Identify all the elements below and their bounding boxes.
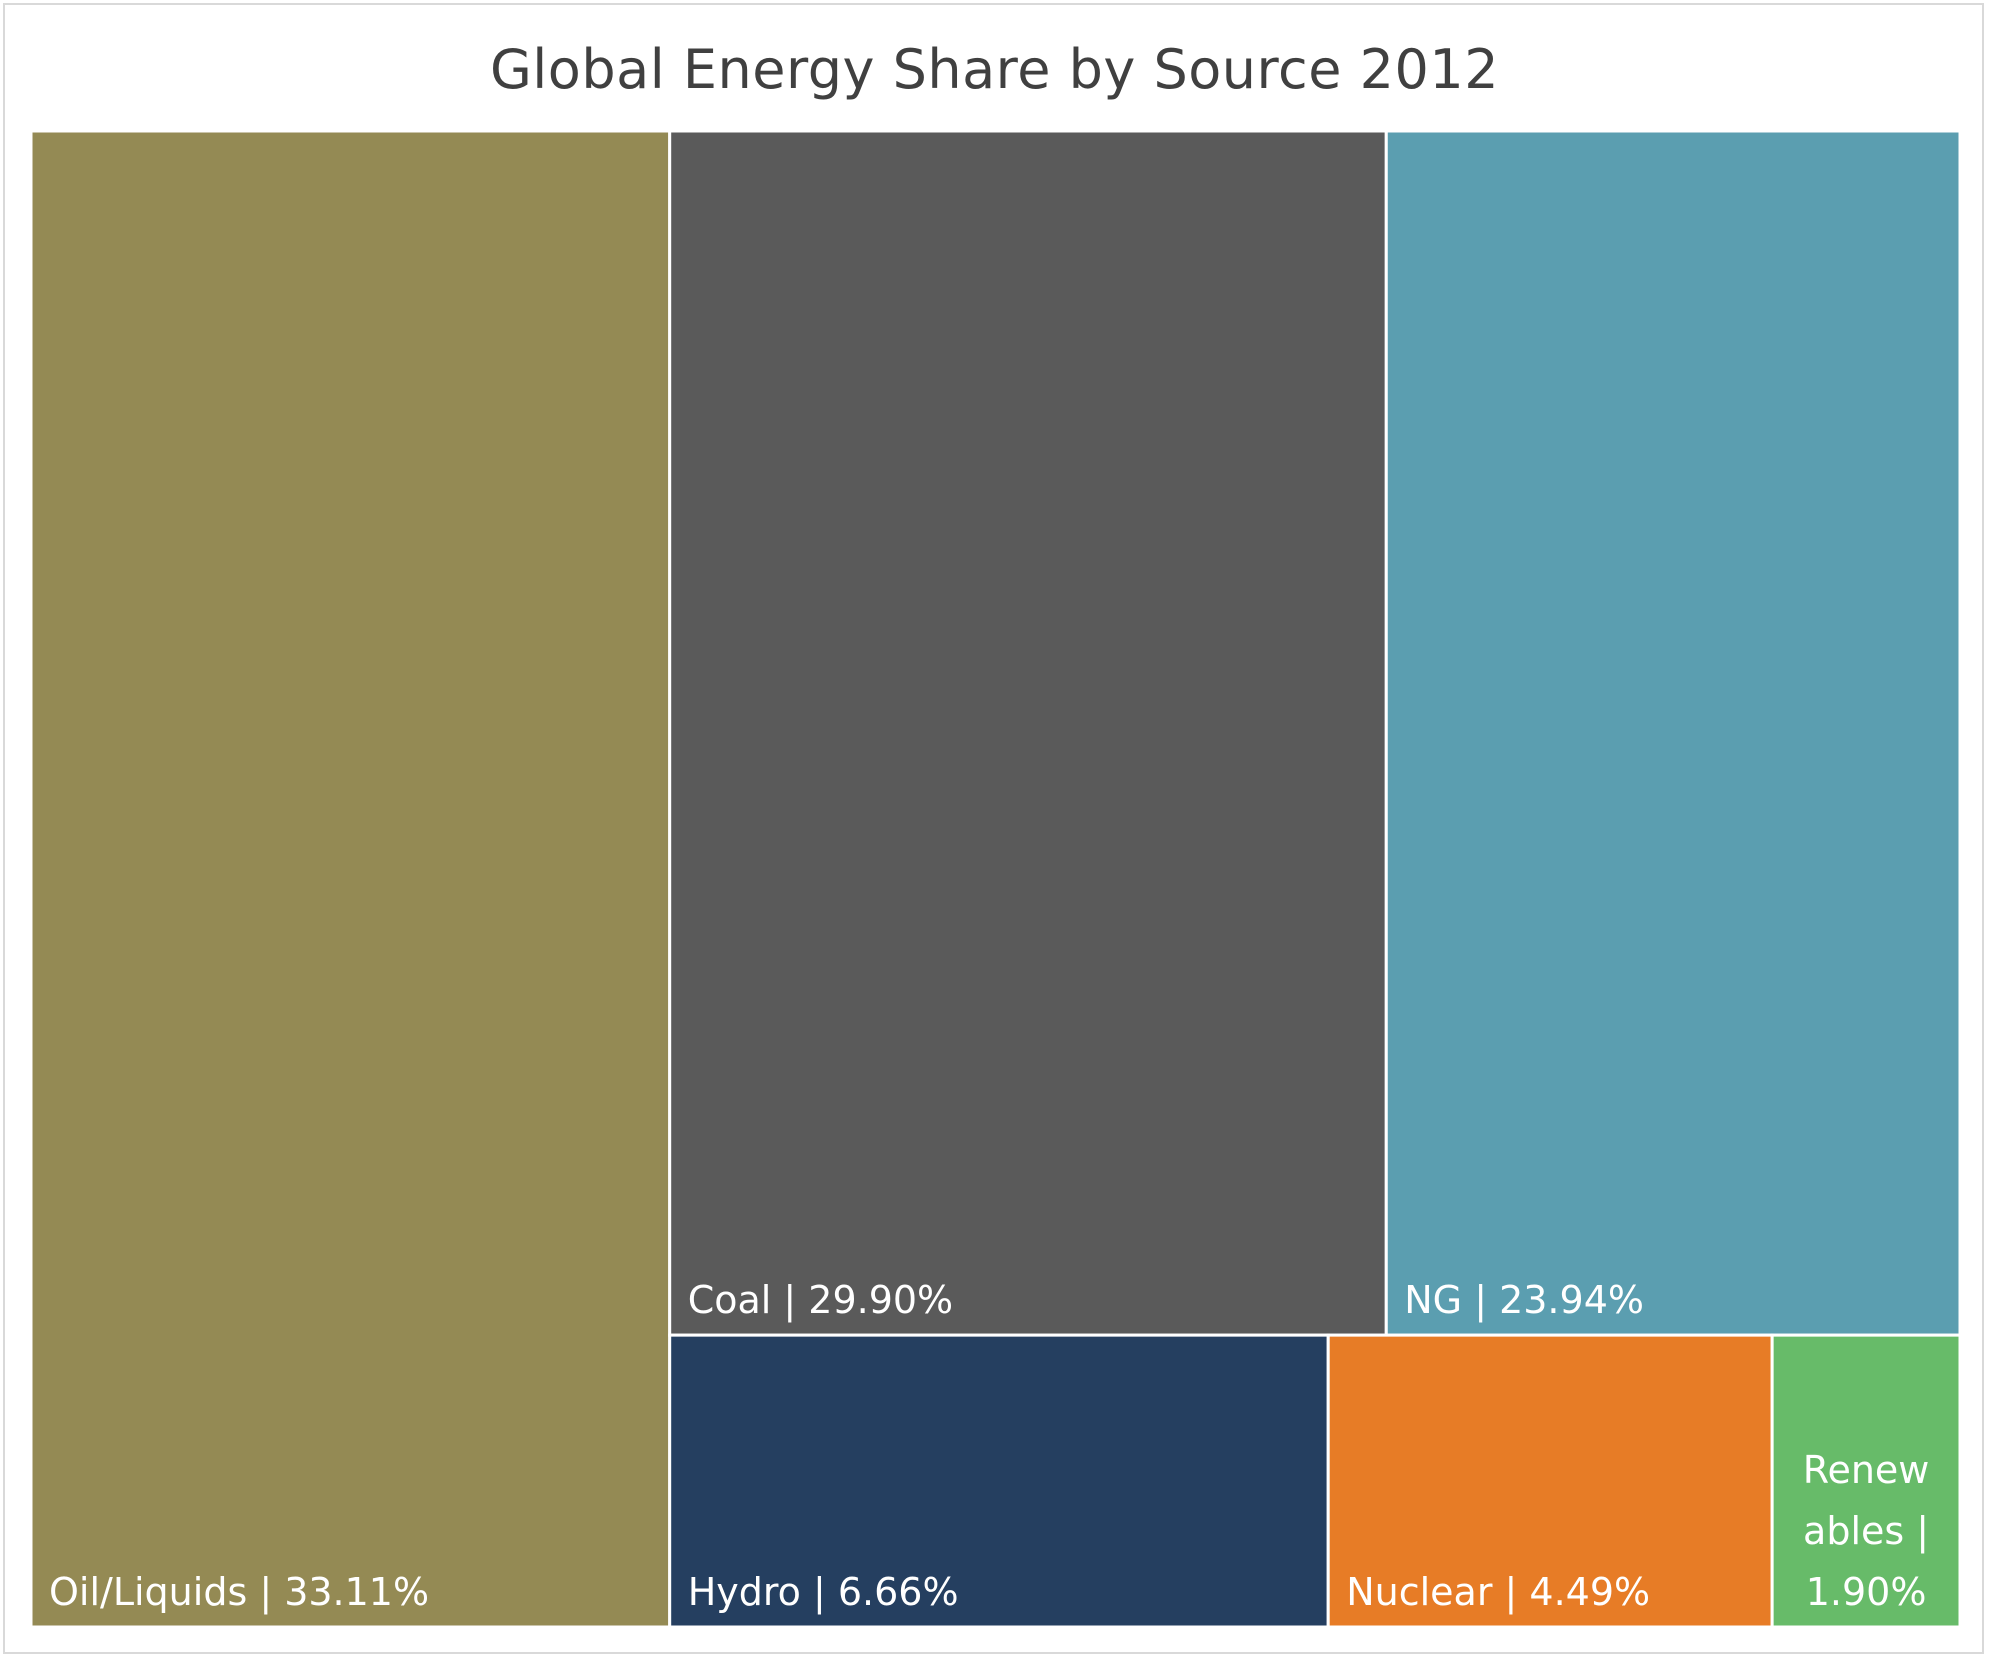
treemap-tile-renewables: Renew ables | 1.90%: [1770, 1333, 1962, 1629]
treemap-label-hydro: Hydro | 6.66%: [688, 1570, 959, 1615]
treemap-label-nuclear: Nuclear | 4.49%: [1346, 1570, 1650, 1615]
treemap-label-renewables: Renew ables | 1.90%: [1803, 1448, 1930, 1614]
treemap-tile-ng: NG | 23.94%: [1384, 129, 1962, 1337]
treemap-rect-coal: [668, 129, 1388, 1337]
treemap-rect-renewables: [1770, 1333, 1962, 1629]
treemap-label-oil-liquids: Oil/Liquids | 33.11%: [49, 1570, 429, 1615]
treemap-rect-oil-liquids: [29, 129, 672, 1629]
treemap-label-coal: Coal | 29.90%: [688, 1278, 953, 1323]
chart-title: Global Energy Share by Source 2012: [489, 38, 1500, 101]
treemap-label-ng: NG | 23.94%: [1404, 1278, 1644, 1323]
treemap-rect-nuclear: [1326, 1333, 1774, 1629]
treemap-tile-hydro: Hydro | 6.66%: [668, 1333, 1330, 1629]
treemap-tile-oil-liquids: Oil/Liquids | 33.11%: [29, 129, 672, 1629]
treemap-tile-nuclear: Nuclear | 4.49%: [1326, 1333, 1774, 1629]
treemap-rect-ng: [1384, 129, 1962, 1337]
treemap-rect-hydro: [668, 1333, 1330, 1629]
treemap-tile-coal: Coal | 29.90%: [668, 129, 1388, 1337]
